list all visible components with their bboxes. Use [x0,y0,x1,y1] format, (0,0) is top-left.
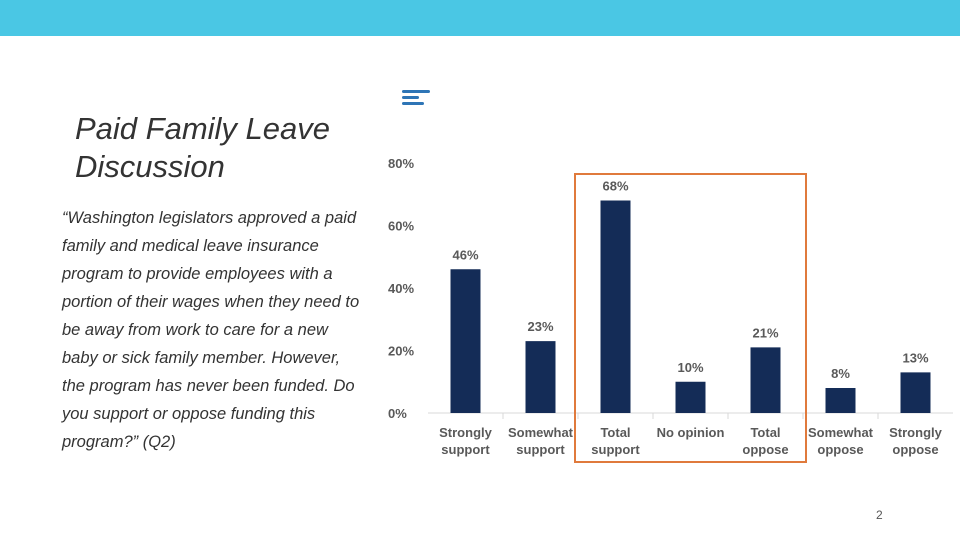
data-label: 23% [527,319,553,334]
menu-line-1 [402,90,430,93]
bar [750,347,781,413]
x-tick-label: support [441,442,490,457]
highlight-box [574,173,807,463]
x-tick-label: Somewhat [808,425,874,440]
bar [825,388,856,413]
bar [525,341,556,413]
data-label: 8% [831,366,850,381]
bar [600,200,631,413]
x-tick-label: support [516,442,565,457]
menu-line-2 [402,96,419,99]
menu-line-3 [402,102,424,105]
x-tick-label: oppose [892,442,938,457]
bar [450,269,481,413]
y-tick-label: 0% [388,406,407,421]
y-tick-label: 40% [388,281,414,296]
x-tick-label: Total [600,425,630,440]
page-number: 2 [876,508,883,522]
y-tick-label: 20% [388,344,414,359]
y-tick-label: 60% [388,219,414,234]
x-tick-label: oppose [817,442,863,457]
data-label: 46% [452,247,478,262]
x-tick-label: oppose [742,442,788,457]
bar [675,381,706,413]
data-label: 68% [602,179,628,194]
x-tick-label: Total [750,425,780,440]
x-tick-label: Somewhat [508,425,574,440]
menu-lines-icon [402,90,430,105]
data-label: 21% [752,325,778,340]
survey-question-text: “Washington legislators approved a paid … [62,209,360,451]
x-tick-label: Strongly [439,425,492,440]
x-tick-label: Strongly [889,425,942,440]
x-tick-label: support [591,442,640,457]
slide-title: Paid Family Leave Discussion [75,111,331,184]
top-accent-bar [0,0,960,36]
y-tick-label: 80% [388,156,414,171]
data-label: 10% [677,360,703,375]
bar [900,372,931,413]
data-label: 13% [902,350,928,365]
x-tick-label: No opinion [657,425,725,440]
